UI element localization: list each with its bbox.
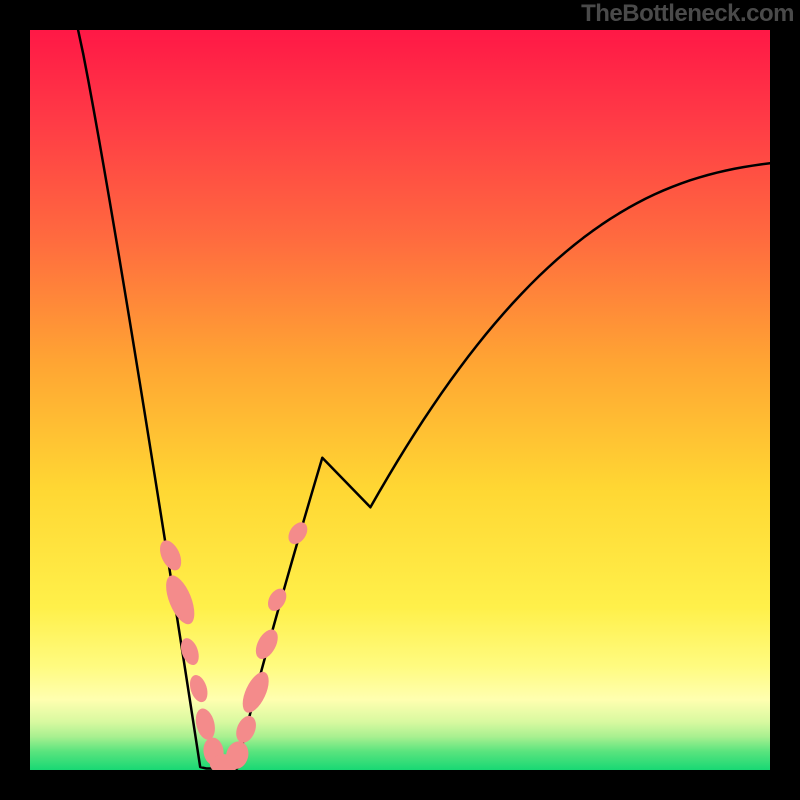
watermark-text: TheBottleneck.com <box>581 0 794 28</box>
chart-svg <box>0 0 800 800</box>
plot-background <box>30 30 770 770</box>
chart-root: TheBottleneck.com <box>0 0 800 800</box>
